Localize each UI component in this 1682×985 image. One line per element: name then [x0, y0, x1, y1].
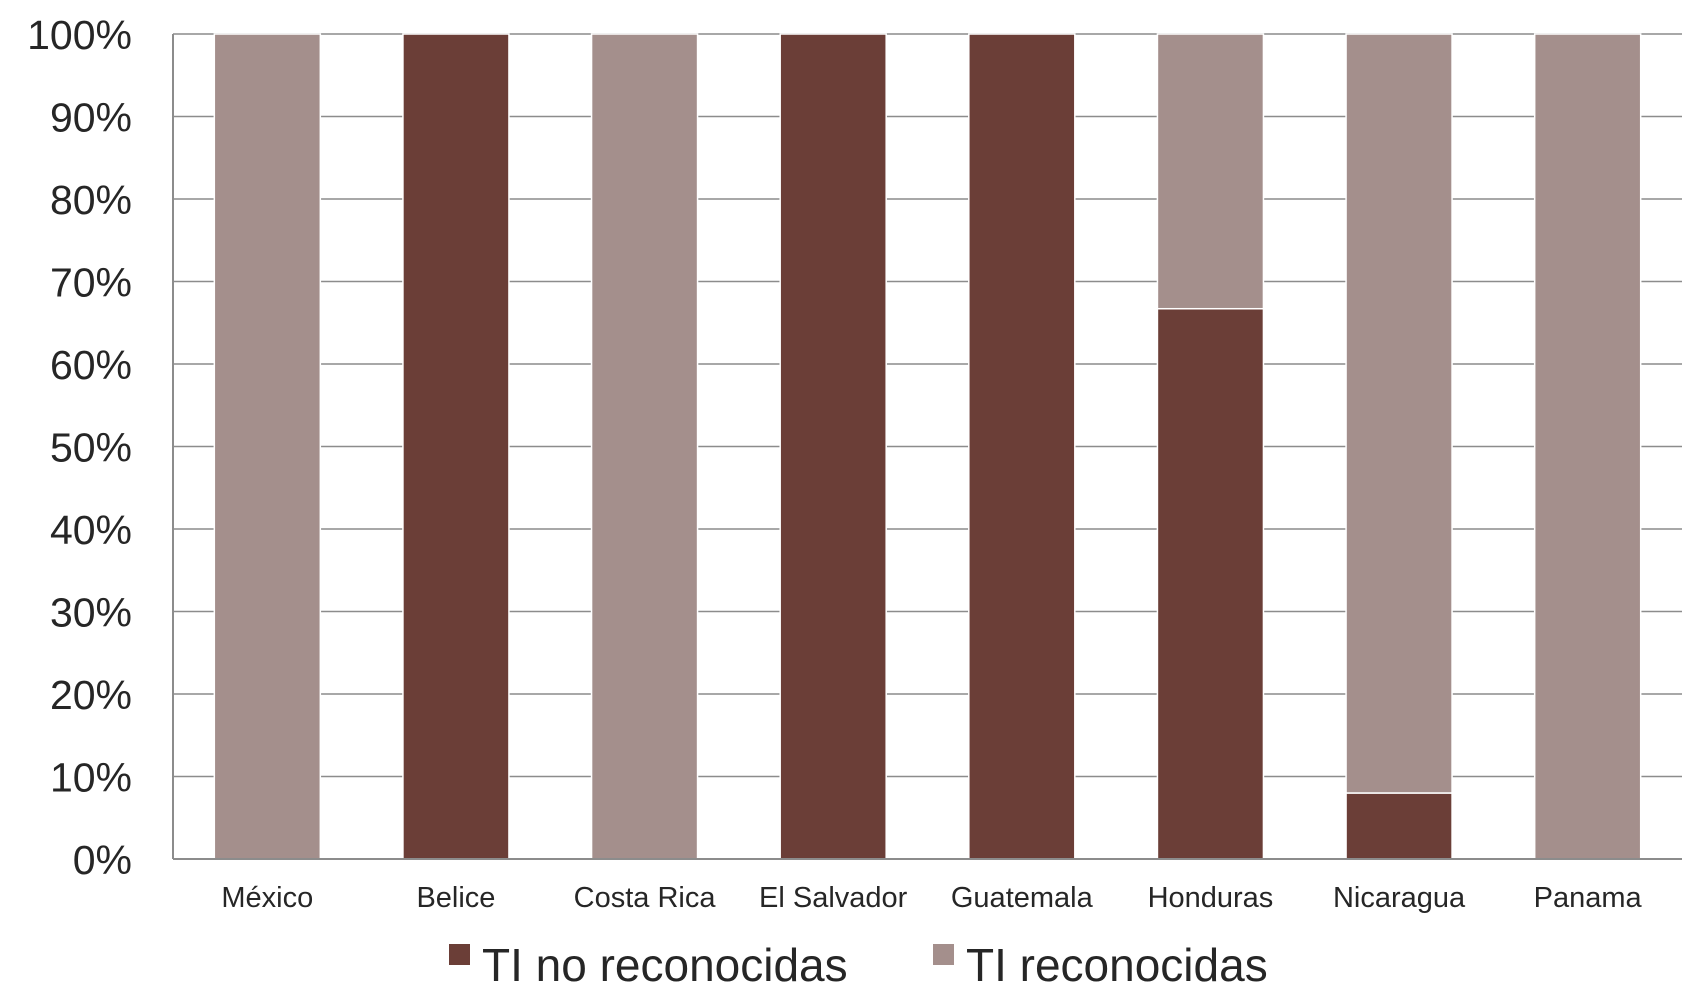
bar-segment: [402, 33, 510, 860]
axis-lines: [172, 34, 1682, 860]
bar-segment: [1345, 33, 1453, 794]
legend-swatch-ti-no-reconocidas: [449, 944, 470, 965]
y-tick-label: 50%: [50, 425, 132, 471]
legend-swatch-ti-reconocidas: [933, 944, 954, 965]
x-tick-label: Costa Rica: [574, 882, 717, 914]
legend-label-ti-no-reconocidas: TI no reconocidas: [482, 939, 848, 985]
bar-segment: [779, 33, 887, 860]
y-tick-label: 40%: [50, 507, 132, 553]
y-tick-label: 30%: [50, 590, 132, 636]
x-tick-label: México: [221, 882, 313, 914]
y-tick-label: 60%: [50, 342, 132, 388]
y-tick-label: 100%: [27, 12, 132, 58]
y-tick-label: 70%: [50, 260, 132, 306]
bar-segment: [213, 33, 322, 860]
x-tick-label: El Salvador: [759, 882, 908, 914]
legend-label-ti-reconocidas: TI reconocidas: [966, 939, 1268, 985]
x-tick-label: Guatemala: [951, 882, 1094, 914]
bar-segment: [1156, 307, 1265, 860]
x-tick-label: Panama: [1534, 882, 1643, 914]
y-tick-label: 10%: [50, 755, 132, 801]
gridlines: [173, 33, 1682, 860]
x-tick-label: Belice: [416, 882, 495, 914]
y-tick-label: 80%: [50, 177, 132, 223]
x-tick-label: Honduras: [1148, 882, 1274, 914]
bar-segment: [1345, 792, 1453, 860]
legend: TI no reconocidas TI reconocidas: [449, 939, 1268, 985]
bar-segment: [590, 33, 699, 860]
x-tick-label: Nicaragua: [1333, 882, 1466, 914]
x-axis-tick-labels: México Belice Costa Rica El Salvador Guatema…: [221, 882, 1642, 914]
bars: [213, 33, 1642, 860]
bar-segment: [1533, 33, 1642, 860]
y-tick-label: 0%: [73, 837, 132, 883]
y-tick-label: 90%: [50, 95, 132, 141]
y-axis-tick-labels: 0% 10% 20% 30% 40% 50% 60% 70% 80% 90% 100%: [27, 12, 132, 883]
y-tick-label: 20%: [50, 672, 132, 718]
bar-segment: [968, 33, 1076, 860]
bar-segment: [1156, 33, 1265, 310]
